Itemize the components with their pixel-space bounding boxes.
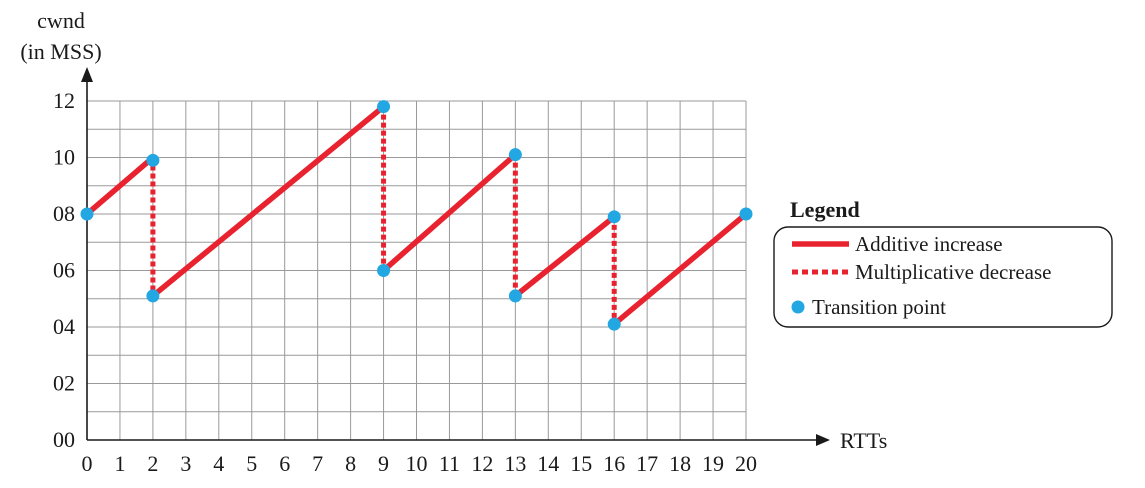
x-tick-label: 2	[147, 451, 158, 476]
y-axis-title-line-1: cwnd	[37, 8, 85, 33]
x-tick-label: 9	[378, 451, 389, 476]
x-tick-label: 13	[504, 451, 526, 476]
legend-box	[773, 226, 1113, 328]
transition-point-marker	[508, 289, 522, 303]
transition-point-marker	[377, 264, 391, 277]
x-tick-label: 4	[213, 451, 224, 476]
y-axis-title-line-2: (in MSS)	[20, 39, 101, 64]
x-tick-label: 3	[180, 451, 191, 476]
transition-point-marker	[607, 210, 621, 224]
x-tick-label: 14	[537, 451, 559, 476]
x-tick-label: 16	[603, 451, 625, 476]
x-tick-label: 17	[636, 451, 658, 476]
series	[85, 104, 748, 327]
axes	[81, 67, 830, 446]
legend-title: Legend	[790, 197, 860, 222]
legend-label-transition-point: Transition point	[812, 295, 946, 319]
transition-point-marker	[607, 317, 621, 331]
additive-increase-segment	[151, 104, 386, 299]
legend-label-additive-increase: Additive increase	[855, 232, 1003, 256]
additive-increase-segment	[513, 214, 616, 299]
additive-increase-segment	[381, 152, 518, 273]
x-axis-title: RTTs	[840, 428, 887, 453]
transition-point-marker	[739, 207, 753, 221]
x-tick-label: 8	[345, 451, 356, 476]
y-tick-label: 10	[53, 145, 75, 170]
transition-point-marker	[377, 100, 391, 114]
additive-increase-segment	[612, 211, 748, 327]
legend-label-multiplicative-decrease: Multiplicative decrease	[855, 260, 1052, 284]
transition-point-marker	[146, 153, 160, 167]
legend-swatch-transition-point	[791, 300, 805, 314]
x-tick-label: 11	[439, 451, 460, 476]
x-tick-label: 10	[406, 451, 428, 476]
transition-point-marker	[80, 207, 94, 221]
transition-point-marker	[146, 289, 160, 303]
y-tick-label: 02	[53, 371, 75, 396]
x-tick-label: 7	[312, 451, 323, 476]
x-tick-label: 19	[702, 451, 724, 476]
x-tick-label: 18	[669, 451, 691, 476]
x-tick-labels: 0 1 2 3 4 5 6 7 8 9 10 11 12 13 14 15 16 17 18 19 20	[82, 451, 758, 476]
y-tick-label: 00	[53, 427, 75, 452]
x-axis-arrow	[816, 434, 830, 446]
y-axis-arrow	[81, 67, 93, 82]
additive-increase-segment	[85, 155, 155, 217]
x-tick-label: 0	[82, 451, 93, 476]
y-tick-labels: 00 02 04 06 08 10 12	[53, 88, 75, 452]
x-tick-label: 20	[735, 451, 757, 476]
x-tick-label: 5	[246, 451, 257, 476]
x-tick-label: 1	[114, 451, 125, 476]
y-tick-label: 04	[53, 314, 75, 339]
y-tick-label: 08	[53, 201, 75, 226]
x-tick-label: 15	[570, 451, 592, 476]
legend: Legend Additive increase Multiplicative …	[773, 197, 1113, 328]
transition-point-marker	[508, 148, 522, 162]
x-tick-label: 6	[279, 451, 290, 476]
y-tick-label: 06	[53, 258, 75, 283]
transition-points	[80, 100, 753, 331]
x-tick-label: 12	[471, 451, 493, 476]
y-tick-label: 12	[53, 88, 75, 113]
